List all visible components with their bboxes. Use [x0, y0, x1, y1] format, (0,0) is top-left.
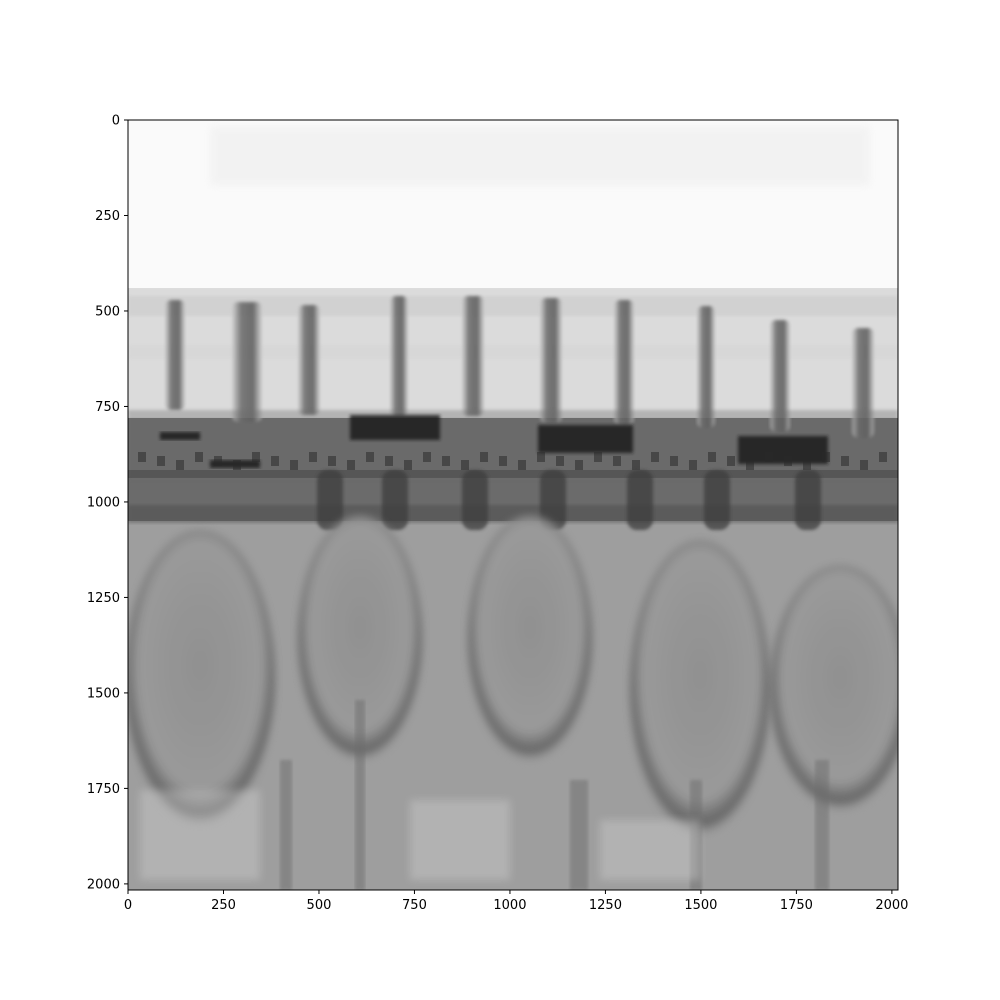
- y-tick-label: 1000: [87, 495, 120, 510]
- x-tick-label: 250: [211, 898, 236, 913]
- y-tick-label: 1750: [87, 782, 120, 797]
- y-axis: 0 250 500 750 1000 1250 1500 1750 2000: [87, 114, 128, 892]
- y-tick-label: 1500: [87, 686, 120, 701]
- plot-area: [128, 120, 898, 890]
- heatmap-texture: [128, 126, 898, 890]
- x-tick-label: 1750: [780, 898, 813, 913]
- y-tick-label: 0: [112, 114, 120, 129]
- x-tick-label: 500: [307, 898, 332, 913]
- y-tick-label: 500: [95, 304, 120, 319]
- x-tick-label: 0: [124, 898, 132, 913]
- y-tick-label: 250: [95, 209, 120, 224]
- y-tick-label: 750: [95, 400, 120, 415]
- x-tick-label: 1000: [493, 898, 526, 913]
- x-tick-label: 2000: [875, 898, 908, 913]
- x-tick-label: 1500: [684, 898, 717, 913]
- y-tick-label: 1250: [87, 591, 120, 606]
- y-tick-label: 2000: [87, 877, 120, 892]
- axes-frame: [127, 119, 899, 891]
- x-axis: 0 250 500 750 1000 1250 1500 1750 2000: [124, 890, 908, 913]
- x-tick-label: 750: [402, 898, 427, 913]
- x-tick-label: 1250: [589, 898, 622, 913]
